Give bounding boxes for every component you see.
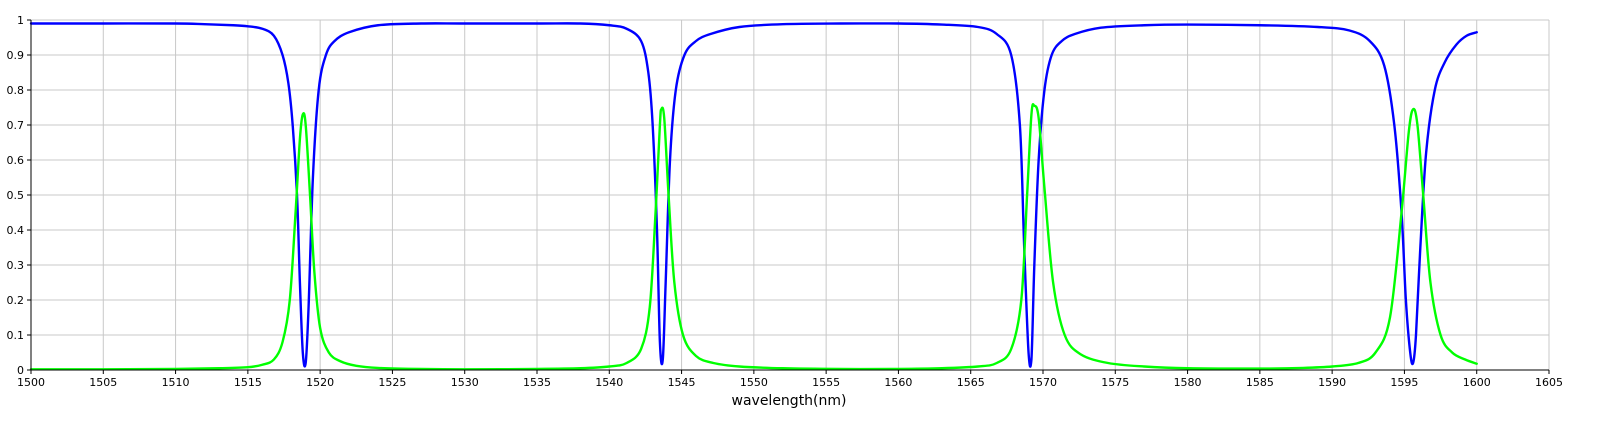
x-tick-label: 1500: [17, 376, 45, 389]
x-tick-label: 1595: [1390, 376, 1418, 389]
x-tick-label: 1550: [740, 376, 768, 389]
y-tick-label: 0.3: [7, 259, 25, 272]
y-axis-ticks: 0 0.1 0.2 0.3 0.4 0.5 0.6 0.7 0.8 0.9 1: [7, 14, 31, 377]
y-tick-label: 0.6: [7, 154, 25, 167]
y-tick-label: 0.4: [7, 224, 25, 237]
y-tick-label: 0.5: [7, 189, 25, 202]
series-line-blue: [29, 22, 1478, 368]
series-line-green: [29, 103, 1478, 371]
x-tick-label: 1520: [306, 376, 334, 389]
x-tick-label: 1585: [1246, 376, 1274, 389]
grid-lines: [31, 19, 1550, 370]
y-tick-label: 0: [17, 364, 24, 377]
x-tick-label: 1555: [812, 376, 840, 389]
x-tick-label: 1515: [234, 376, 262, 389]
x-tick-label: 1560: [884, 376, 912, 389]
x-tick-label: 1590: [1318, 376, 1346, 389]
y-tick-label: 1: [17, 14, 24, 27]
x-tick-label: 1505: [89, 376, 117, 389]
x-tick-label: 1510: [162, 376, 190, 389]
x-axis-title: wavelength(nm): [732, 393, 847, 409]
y-tick-label: 0.2: [7, 294, 25, 307]
y-tick-label: 0.8: [7, 84, 25, 97]
x-tick-label: 1535: [523, 376, 551, 389]
x-tick-label: 1540: [595, 376, 623, 389]
y-tick-label: 0.1: [7, 329, 25, 342]
x-axis-ticks: 1500 1505 1510 1515 1520 1525 1530 1535 1540 1545…: [17, 370, 1563, 389]
x-tick-label: 1570: [1029, 376, 1057, 389]
y-tick-label: 0.9: [7, 49, 25, 62]
x-tick-label: 1600: [1463, 376, 1491, 389]
x-tick-label: 1525: [378, 376, 406, 389]
x-tick-label: 1565: [957, 376, 985, 389]
x-tick-label: 1605: [1535, 376, 1563, 389]
x-tick-label: 1580: [1174, 376, 1202, 389]
x-tick-label: 1530: [451, 376, 479, 389]
y-tick-label: 0.7: [7, 119, 25, 132]
x-tick-label: 1575: [1101, 376, 1129, 389]
series-layer: [29, 22, 1478, 371]
x-tick-label: 1545: [668, 376, 696, 389]
